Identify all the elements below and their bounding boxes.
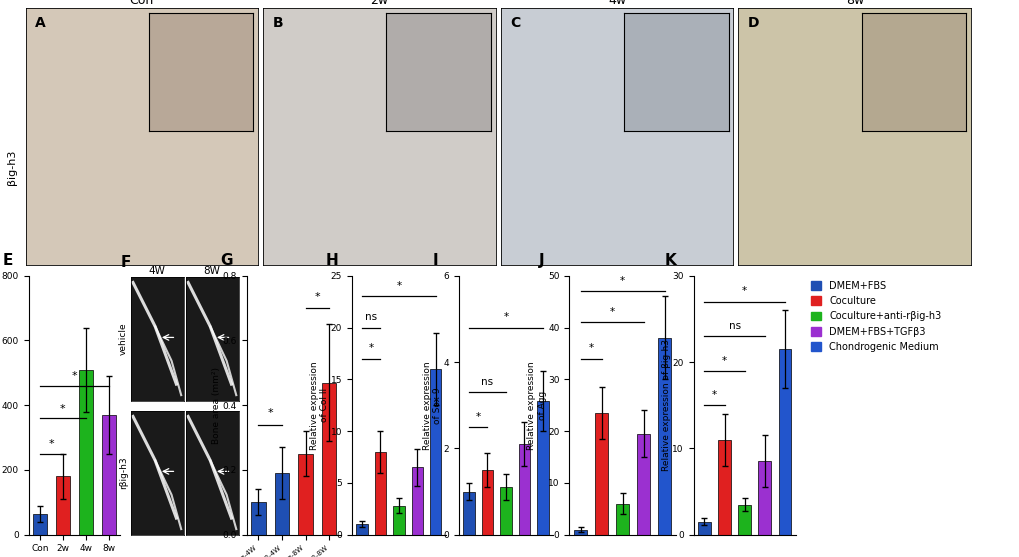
Text: *: * [49, 439, 54, 449]
Bar [758, 461, 770, 535]
Bar [251, 502, 266, 535]
Text: E: E [3, 253, 13, 268]
Bar [518, 444, 530, 535]
Text: *: * [609, 307, 614, 317]
Bar [615, 504, 629, 535]
Bar [637, 434, 650, 535]
Bar [392, 506, 405, 535]
Text: *: * [395, 281, 401, 291]
Bar [411, 467, 423, 535]
Bar [356, 524, 367, 535]
Text: *: * [368, 344, 373, 353]
Bar [321, 383, 336, 535]
Y-axis label: Relative expression of βig-h3: Relative expression of βig-h3 [661, 339, 671, 471]
Bar [298, 454, 313, 535]
Bar [657, 338, 671, 535]
Text: B: B [272, 16, 283, 30]
Text: G: G [220, 253, 232, 268]
Text: *: * [71, 372, 77, 381]
Text: *: * [741, 286, 747, 296]
Text: *: * [267, 408, 273, 418]
Text: A: A [35, 16, 46, 30]
Text: *: * [502, 312, 508, 323]
Legend: DMEM+FBS, Coculture, Coculture+anti-rβig-h3, DMEM+FBS+TGFβ3, Chondrogenic Medium: DMEM+FBS, Coculture, Coculture+anti-rβig… [810, 281, 941, 352]
Text: I: I [432, 253, 438, 268]
Bar [499, 487, 512, 535]
Bar [537, 401, 548, 535]
Bar [738, 505, 750, 535]
Bar [33, 514, 47, 535]
Text: *: * [60, 404, 65, 414]
Bar [777, 349, 790, 535]
Bar [56, 476, 70, 535]
Y-axis label: rβig-h3: rβig-h3 [118, 456, 127, 489]
Text: F: F [120, 255, 130, 270]
Y-axis label: Relative expression
of Sox 9: Relative expression of Sox 9 [422, 361, 441, 449]
Text: *: * [475, 412, 480, 422]
Bar [717, 440, 730, 535]
Bar [574, 530, 587, 535]
Y-axis label: Bone area (mm²): Bone area (mm²) [212, 367, 221, 444]
Bar [463, 492, 474, 535]
Text: *: * [314, 292, 320, 302]
Text: D: D [747, 16, 758, 30]
Bar [102, 415, 116, 535]
Y-axis label: vehicle: vehicle [118, 323, 127, 355]
Text: K: K [664, 253, 677, 268]
Text: *: * [620, 276, 625, 286]
Title: 8w: 8w [845, 0, 863, 7]
Text: ns: ns [481, 377, 493, 387]
Text: H: H [325, 253, 338, 268]
Text: C: C [510, 16, 520, 30]
Title: 8W: 8W [204, 266, 220, 276]
Text: *: * [588, 344, 593, 353]
Bar [430, 369, 441, 535]
Text: *: * [721, 355, 727, 365]
Y-axis label: Relative expression
of Agg: Relative expression of Agg [527, 361, 546, 449]
Bar [374, 452, 386, 535]
Text: βig-h3: βig-h3 [7, 149, 17, 185]
Title: Con: Con [129, 0, 154, 7]
Bar [594, 413, 607, 535]
Title: 4w: 4w [607, 0, 626, 7]
Text: ns: ns [365, 312, 377, 323]
Y-axis label: Relative expression
of Col II: Relative expression of Col II [310, 361, 329, 449]
Title: 2w: 2w [370, 0, 388, 7]
Bar [698, 522, 710, 535]
Text: *: * [711, 390, 716, 400]
Title: 4W: 4W [149, 266, 165, 276]
Bar [274, 473, 289, 535]
Bar [78, 370, 93, 535]
Text: J: J [539, 253, 544, 268]
Bar [481, 470, 493, 535]
Text: ns: ns [728, 321, 740, 331]
